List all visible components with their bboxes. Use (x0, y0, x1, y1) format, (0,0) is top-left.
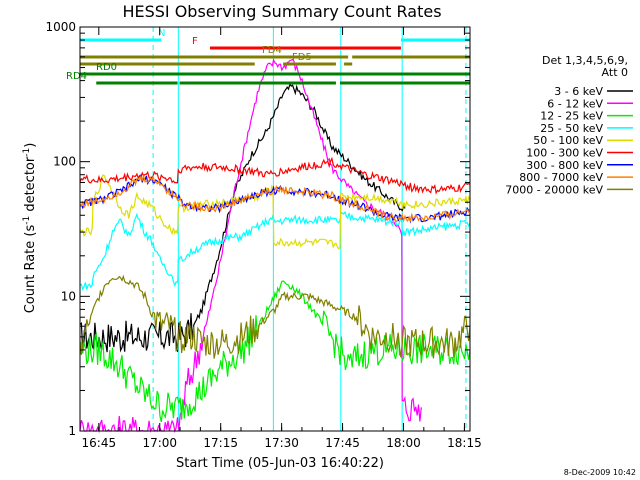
footer-date: 8-Dec-2009 10:42 (564, 468, 636, 477)
flag-label-fd5: FD5 (292, 52, 312, 63)
y-axis-label: Count Rate (s-1 detector-1) (22, 143, 38, 314)
flag-label-fd4: FD4 (262, 45, 282, 56)
flag-label-n: N (158, 28, 165, 39)
legend-header-0: Det 1,3,4,5,6,9, (542, 54, 628, 67)
legend-label-2: 12 - 25 keV (540, 110, 603, 123)
flag-label-rd0: RD0 (96, 62, 117, 73)
y-tick-label-0: 1 (68, 424, 76, 438)
legend-label-8: 7000 - 20000 keV (505, 183, 603, 196)
legend-header-1: Att 0 (602, 66, 628, 79)
series-line-3 (79, 210, 471, 291)
series-line-0 (79, 83, 406, 353)
series-layer (79, 58, 471, 434)
legend-label-0: 3 - 6 keV (554, 85, 603, 98)
x-axis-label: Start Time (05-Jun-03 16:40:22) (176, 456, 384, 471)
y-axis-label-main: Count Rate (s (23, 225, 38, 314)
legend-label-6: 300 - 800 keV (526, 159, 603, 172)
y-axis-label-sup1: -1 (22, 216, 32, 225)
plot-frame (79, 26, 471, 432)
series-line-7 (79, 174, 471, 223)
legend-label-1: 6 - 12 keV (547, 97, 603, 110)
flags-layer: N F FD4 FD5 RD0 RD4 (66, 28, 470, 85)
x-tick-label-6: 18:15 (447, 436, 482, 450)
x-tick-label-0: 16:45 (82, 436, 117, 450)
x-tick-label-1: 17:00 (142, 436, 177, 450)
x-tick-label-2: 17:15 (203, 436, 238, 450)
series-line-4 (79, 174, 471, 250)
y-axis-label-sup2: -1 (22, 148, 32, 157)
chart-title: HESSI Observing Summary Count Rates (122, 2, 441, 21)
y-tick-label-1: 10 (61, 289, 76, 303)
svg-text:Count Rate (s-1 detector-1): Count Rate (s-1 detector-1) (22, 143, 38, 314)
legend-label-5: 100 - 300 keV (526, 147, 603, 160)
x-tick-label-3: 17:30 (264, 436, 299, 450)
series-line-5 (79, 156, 471, 195)
flag-label-rd4: RD4 (66, 71, 87, 82)
legend-label-4: 50 - 100 keV (533, 134, 603, 147)
y-tick-label-3: 1000 (45, 20, 76, 34)
x-tick-label-4: 17:45 (325, 436, 360, 450)
x-tick-label-5: 18:00 (386, 436, 421, 450)
flag-label-f: F (192, 36, 198, 47)
ticks-layer: 16:45 17:00 17:15 17:30 17:45 18:00 18:15 1 10 10… (45, 20, 481, 450)
series-line-8 (79, 274, 471, 359)
legend-label-3: 25 - 50 keV (540, 122, 603, 135)
series-line-1 (79, 58, 422, 434)
y-tick-label-2: 100 (53, 155, 76, 169)
y-axis-label-end: ) (23, 143, 38, 148)
legend-label-7: 800 - 7000 keV (519, 171, 603, 184)
y-axis-label-mid: detector (23, 156, 38, 216)
